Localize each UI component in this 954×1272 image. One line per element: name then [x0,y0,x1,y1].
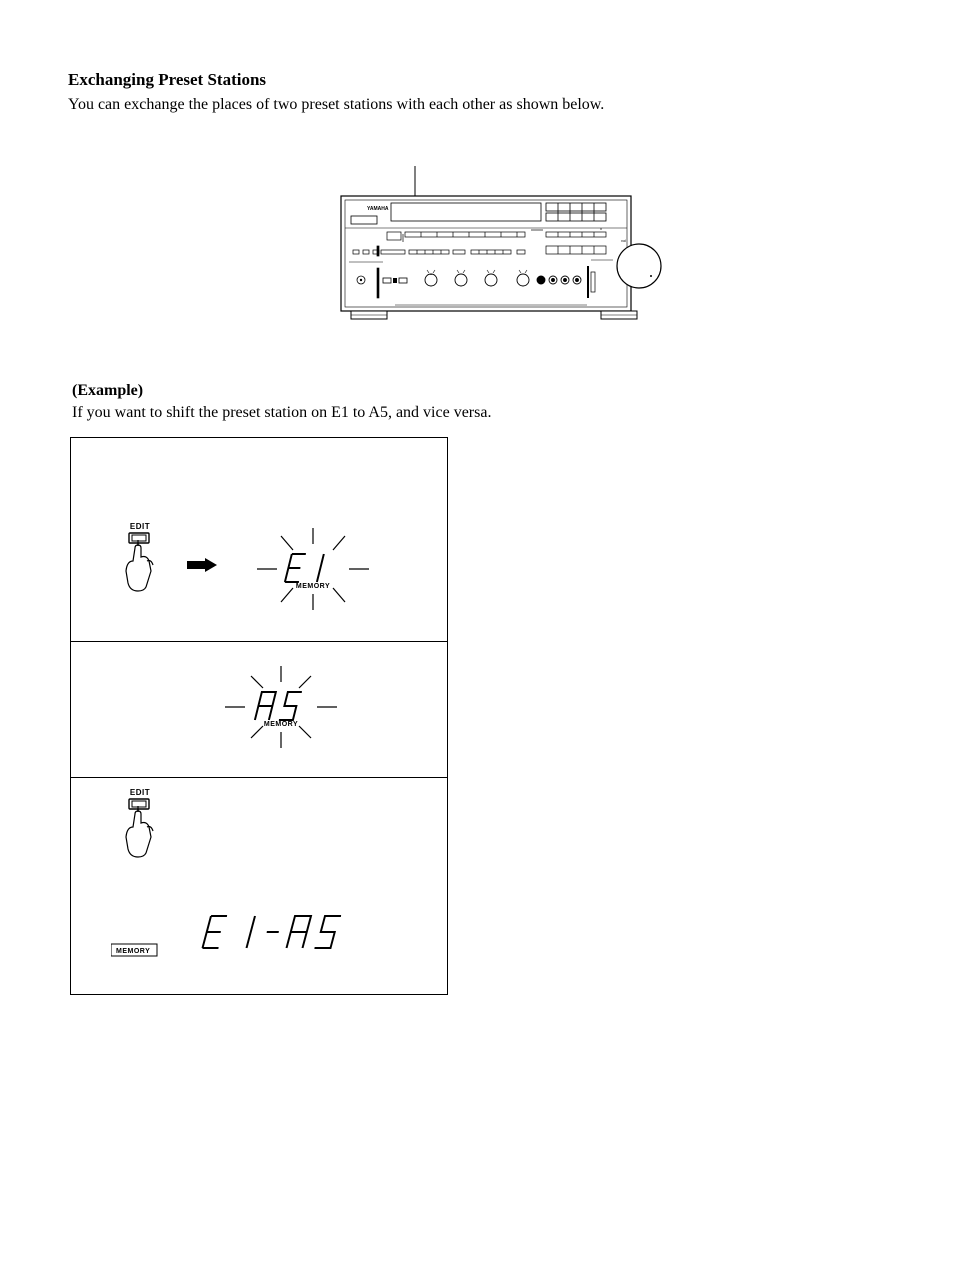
receiver-illustration: YAMAHA [68,166,894,346]
step-2: MEMORY [71,642,447,778]
edit-button-with-hand: EDIT [121,522,159,600]
example-label: (Example) [72,382,894,400]
example-text: If you want to shift the preset station … [72,402,552,424]
svg-text:vol: vol [621,238,626,243]
edit-button-with-hand: EDIT [121,788,159,866]
section-intro: You can exchange the places of two prese… [68,94,894,116]
section-heading: Exchanging Preset Stations [68,70,894,90]
flashing-display-e1: MEMORY [243,524,383,590]
memory-label: MEMORY [116,948,150,955]
receiver-brand: YAMAHA [367,206,389,212]
flashing-display-a5: MEMORY [211,662,351,728]
step-1: EDIT [71,438,447,642]
steps-diagram: EDIT [70,437,448,995]
arrow-right-icon [187,558,217,577]
edit-label: EDIT [121,522,159,531]
edit-label: EDIT [121,788,159,797]
step-3: EDIT MEMORY [71,778,447,994]
final-display: MEMORY [111,910,391,975]
